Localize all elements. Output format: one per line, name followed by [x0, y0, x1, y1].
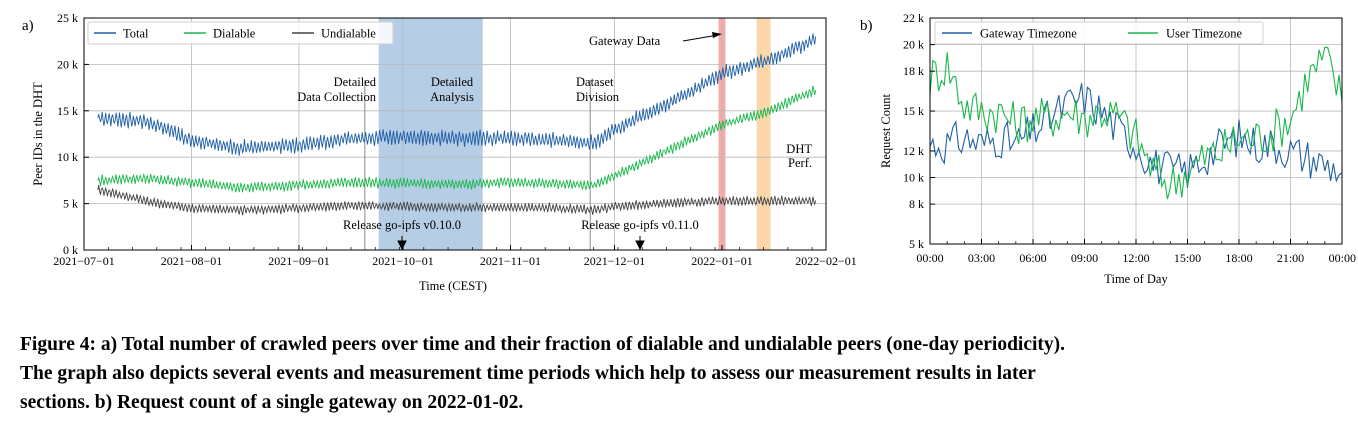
panel-a-ytick-label: 25 k — [57, 11, 78, 25]
legend-user-timezone-label: User Timezone — [1166, 27, 1242, 41]
panel-a-xtick-label: 2021−12−01 — [584, 254, 646, 268]
panel-a: a) 0 k 5 k 10 k 15 k 20 k 25 k 2021−07−01 2021−… — [22, 11, 857, 293]
panel-a-frame — [83, 17, 827, 251]
panel-a-xtick-label: 2021−07−01 — [53, 254, 115, 268]
panel-a-xtick-label: 2021−09−01 — [268, 254, 330, 268]
annotation-dataset-division-1: Dataset — [576, 75, 614, 89]
panel-b-ytick-label: 12 k — [903, 144, 924, 158]
legend-gateway-timezone-label: Gateway Timezone — [980, 27, 1077, 41]
panel-b-xtick-label: 03:00 — [968, 251, 995, 265]
gateway-data-arrow — [682, 34, 719, 42]
panel-b-series — [929, 46, 1343, 200]
panel-b-ticks: 5 k 8 k 10 k 12 k 15 k 18 k 20 k 22 k 00:00 03:00… — [903, 11, 1356, 265]
series-line-user-timezone — [929, 46, 1343, 200]
legend-dialable-label: Dialable — [213, 27, 256, 41]
release-0-10-arrow — [397, 236, 407, 251]
panel-b-ytick-label: 20 k — [903, 38, 924, 52]
panel-b-ylabel: Request Count — [879, 94, 893, 168]
panel-a-ytick-label: 20 k — [57, 57, 78, 71]
panel-b-label: b) — [860, 18, 873, 34]
panel-b-xtick-label: 12:00 — [1122, 251, 1149, 265]
annotation-release-0-10: Release go-ipfs v0.10.0 — [343, 218, 461, 232]
panel-a-ylabel: Peer IDs in the DHT — [31, 82, 45, 186]
panel-b-ytick-label: 5 k — [909, 237, 924, 251]
panel-b-xlabel: Time of Day — [1104, 272, 1168, 286]
panel-b-ytick-label: 10 k — [903, 171, 924, 185]
legend-total-label: Total — [123, 27, 149, 41]
band-dht-perf — [756, 18, 771, 250]
panel-a-ytick-label: 10 k — [57, 150, 78, 164]
caption-line-2: The graph also depicts several events an… — [20, 363, 1036, 384]
caption-line-3: sections. b) Request count of a single g… — [20, 392, 524, 413]
annotation-detailed-analysis-2: Analysis — [430, 90, 474, 104]
panel-a-legend-box — [87, 21, 394, 45]
panel-a-legend: Total Dialable Undialable — [87, 21, 394, 45]
panel-b-xtick-label: 06:00 — [1019, 251, 1046, 265]
panel-a-xtick-label: 2022−02−01 — [795, 254, 857, 268]
figure-svg: a) 0 k 5 k 10 k 15 k 20 k 25 k 2021−07−01 2021−… — [22, 11, 1356, 293]
panel-b-xtick-label: 00:00 — [916, 251, 943, 265]
annotation-dataset-division-2: Division — [576, 90, 620, 104]
panel-a-ytick-label: 0 k — [63, 243, 78, 257]
panel-a-event-lines — [364, 80, 591, 250]
panel-a-series — [97, 33, 817, 216]
panel-b-xtick-label: 18:00 — [1225, 251, 1252, 265]
panel-a-xtick-label: 2021−10−01 — [372, 254, 434, 268]
panel-a-xtick-label: 2022−01−01 — [691, 254, 753, 268]
panel-b-ytick-label: 8 k — [909, 197, 924, 211]
gateway-data-arrowhead — [712, 32, 722, 38]
panel-b: b) 5 k 8 k 10 k 12 k 15 k 18 k 20 k 22 k 00:00 03… — [860, 11, 1356, 286]
panel-b-ytick-label: 18 k — [903, 64, 924, 78]
panel-b-ytick-label: 15 k — [903, 104, 924, 118]
series-line-undialable — [97, 185, 817, 216]
panel-a-ticks: 0 k 5 k 10 k 15 k 20 k 25 k 2021−07−01 2021−08−… — [53, 11, 857, 268]
release-0-11-arrow — [635, 236, 645, 251]
panel-a-xtick-label: 2021−11−01 — [480, 254, 541, 268]
panel-a-bands — [378, 18, 771, 250]
panel-a-ytick-label: 15 k — [57, 104, 78, 118]
annotation-release-0-11: Release go-ipfs v0.11.0 — [581, 218, 699, 232]
annotation-detailed-analysis-1: Detailed — [431, 75, 474, 89]
figure-caption: Figure 4: a) Total number of crawled pee… — [20, 330, 1350, 417]
annotation-gateway-data: Gateway Data — [589, 34, 661, 48]
annotation-dht-perf-1: DHT — [786, 142, 812, 156]
series-line-gateway-timezone — [929, 83, 1343, 188]
band-detailed-analysis — [378, 18, 483, 250]
panel-b-legend-box — [934, 21, 1264, 45]
annotation-dht-perf-2: Perf. — [788, 156, 812, 170]
panel-b-xtick-label: 09:00 — [1071, 251, 1098, 265]
figure: a) 0 k 5 k 10 k 15 k 20 k 25 k 2021−07−01 2021−… — [22, 11, 1356, 293]
panel-a-label: a) — [22, 18, 34, 34]
panel-a-xlabel: Time (CEST) — [419, 279, 487, 293]
panel-b-xtick-label: 15:00 — [1174, 251, 1201, 265]
annotation-detailed-data-collection-1: Detailed — [334, 75, 377, 89]
annotation-detailed-data-collection-2: Data Collection — [297, 90, 377, 104]
panel-b-xtick-label: 00:00 — [1329, 251, 1356, 265]
series-line-total — [97, 33, 817, 156]
series-line-dialable — [97, 85, 817, 193]
panel-a-ytick-label: 5 k — [63, 197, 78, 211]
panel-b-xtick-label: 21:00 — [1277, 251, 1304, 265]
panel-a-xtick-label: 2021−08−01 — [161, 254, 223, 268]
panel-b-legend: Gateway Timezone User Timezone — [934, 21, 1264, 45]
panel-b-ytick-label: 22 k — [903, 11, 924, 25]
legend-undialable-label: Undialable — [321, 27, 376, 41]
caption-line-1: Figure 4: a) Total number of crawled pee… — [20, 334, 1066, 355]
